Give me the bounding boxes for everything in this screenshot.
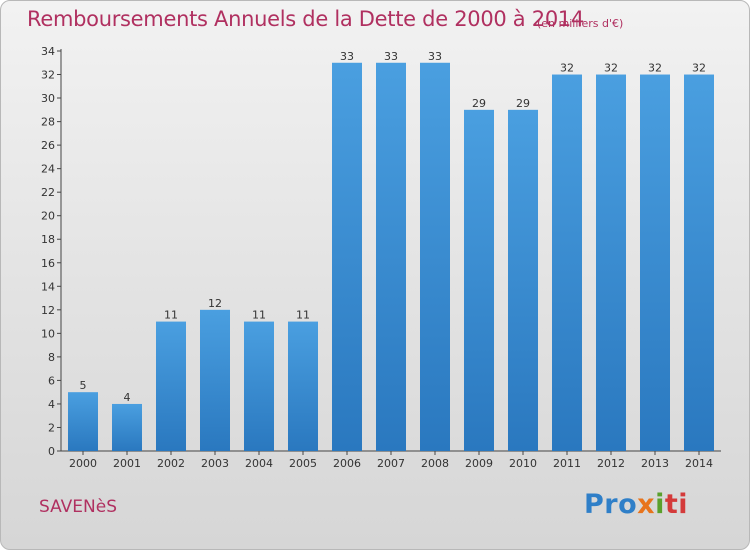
logo-part-1: Pro <box>584 489 638 520</box>
x-tick-label: 2001 <box>113 457 141 470</box>
bar-value-label: 11 <box>296 309 310 322</box>
y-tick-label: 28 <box>41 116 55 129</box>
y-tick-label: 26 <box>41 139 55 152</box>
y-tick-label: 14 <box>41 280 55 293</box>
y-tick-label: 4 <box>48 398 55 411</box>
bar <box>640 74 670 451</box>
bar-value-label: 32 <box>604 62 618 75</box>
y-tick-label: 30 <box>41 92 55 105</box>
y-tick-label: 24 <box>41 163 55 176</box>
y-tick-label: 20 <box>41 210 55 223</box>
x-tick-label: 2003 <box>201 457 229 470</box>
x-tick-label: 2002 <box>157 457 185 470</box>
y-tick-label: 2 <box>48 421 55 434</box>
x-tick-label: 2004 <box>245 457 273 470</box>
bar <box>200 309 230 451</box>
y-tick-label: 10 <box>41 327 55 340</box>
x-tick-label: 2010 <box>509 457 537 470</box>
bar-value-label: 32 <box>560 62 574 75</box>
town-name: SAVENèS <box>39 497 117 517</box>
y-tick-label: 22 <box>41 186 55 199</box>
x-tick-label: 2005 <box>289 457 317 470</box>
bar <box>420 62 450 451</box>
bar-value-label: 33 <box>340 50 354 63</box>
chart-title: Remboursements Annuels de la Dette de 20… <box>27 7 584 31</box>
x-tick-label: 2009 <box>465 457 493 470</box>
chart-subtitle: (en milliers d'€) <box>537 17 624 30</box>
bar <box>244 321 274 451</box>
bar-value-label: 11 <box>164 309 178 322</box>
y-tick-label: 6 <box>48 374 55 387</box>
x-tick-label: 2011 <box>553 457 581 470</box>
y-tick-label: 0 <box>48 445 55 458</box>
bar <box>156 321 186 451</box>
bar-value-label: 29 <box>516 97 530 110</box>
bar <box>596 74 626 451</box>
proxiti-logo: Proxiti <box>584 489 688 520</box>
x-tick-label: 2012 <box>597 457 625 470</box>
bar-value-label: 32 <box>692 62 706 75</box>
x-tick-label: 2013 <box>641 457 669 470</box>
bar <box>508 109 538 451</box>
logo-part-3: i <box>655 489 665 520</box>
x-tick-label: 2014 <box>685 457 713 470</box>
bar-value-label: 4 <box>124 391 131 404</box>
bar <box>112 403 142 451</box>
bar-value-label: 32 <box>648 62 662 75</box>
y-tick-label: 16 <box>41 257 55 270</box>
bar <box>68 392 98 451</box>
y-tick-label: 18 <box>41 233 55 246</box>
x-tick-label: 2000 <box>69 457 97 470</box>
bar <box>464 109 494 451</box>
y-tick-label: 32 <box>41 69 55 82</box>
logo-part-4: ti <box>664 489 689 520</box>
bar-value-label: 12 <box>208 297 222 310</box>
bar <box>288 321 318 451</box>
logo-part-2: x <box>637 489 656 520</box>
bar-value-label: 33 <box>428 50 442 63</box>
bar-value-label: 5 <box>80 379 87 392</box>
y-tick-label: 12 <box>41 304 55 317</box>
bar-value-label: 29 <box>472 97 486 110</box>
bar-value-label: 11 <box>252 309 266 322</box>
y-tick-label: 8 <box>48 351 55 364</box>
x-tick-label: 2008 <box>421 457 449 470</box>
bar-value-label: 33 <box>384 50 398 63</box>
bar <box>684 74 714 451</box>
bar <box>376 62 406 451</box>
bar <box>552 74 582 451</box>
y-tick-label: 34 <box>41 45 55 58</box>
x-tick-label: 2007 <box>377 457 405 470</box>
x-tick-label: 2006 <box>333 457 361 470</box>
bar <box>332 62 362 451</box>
